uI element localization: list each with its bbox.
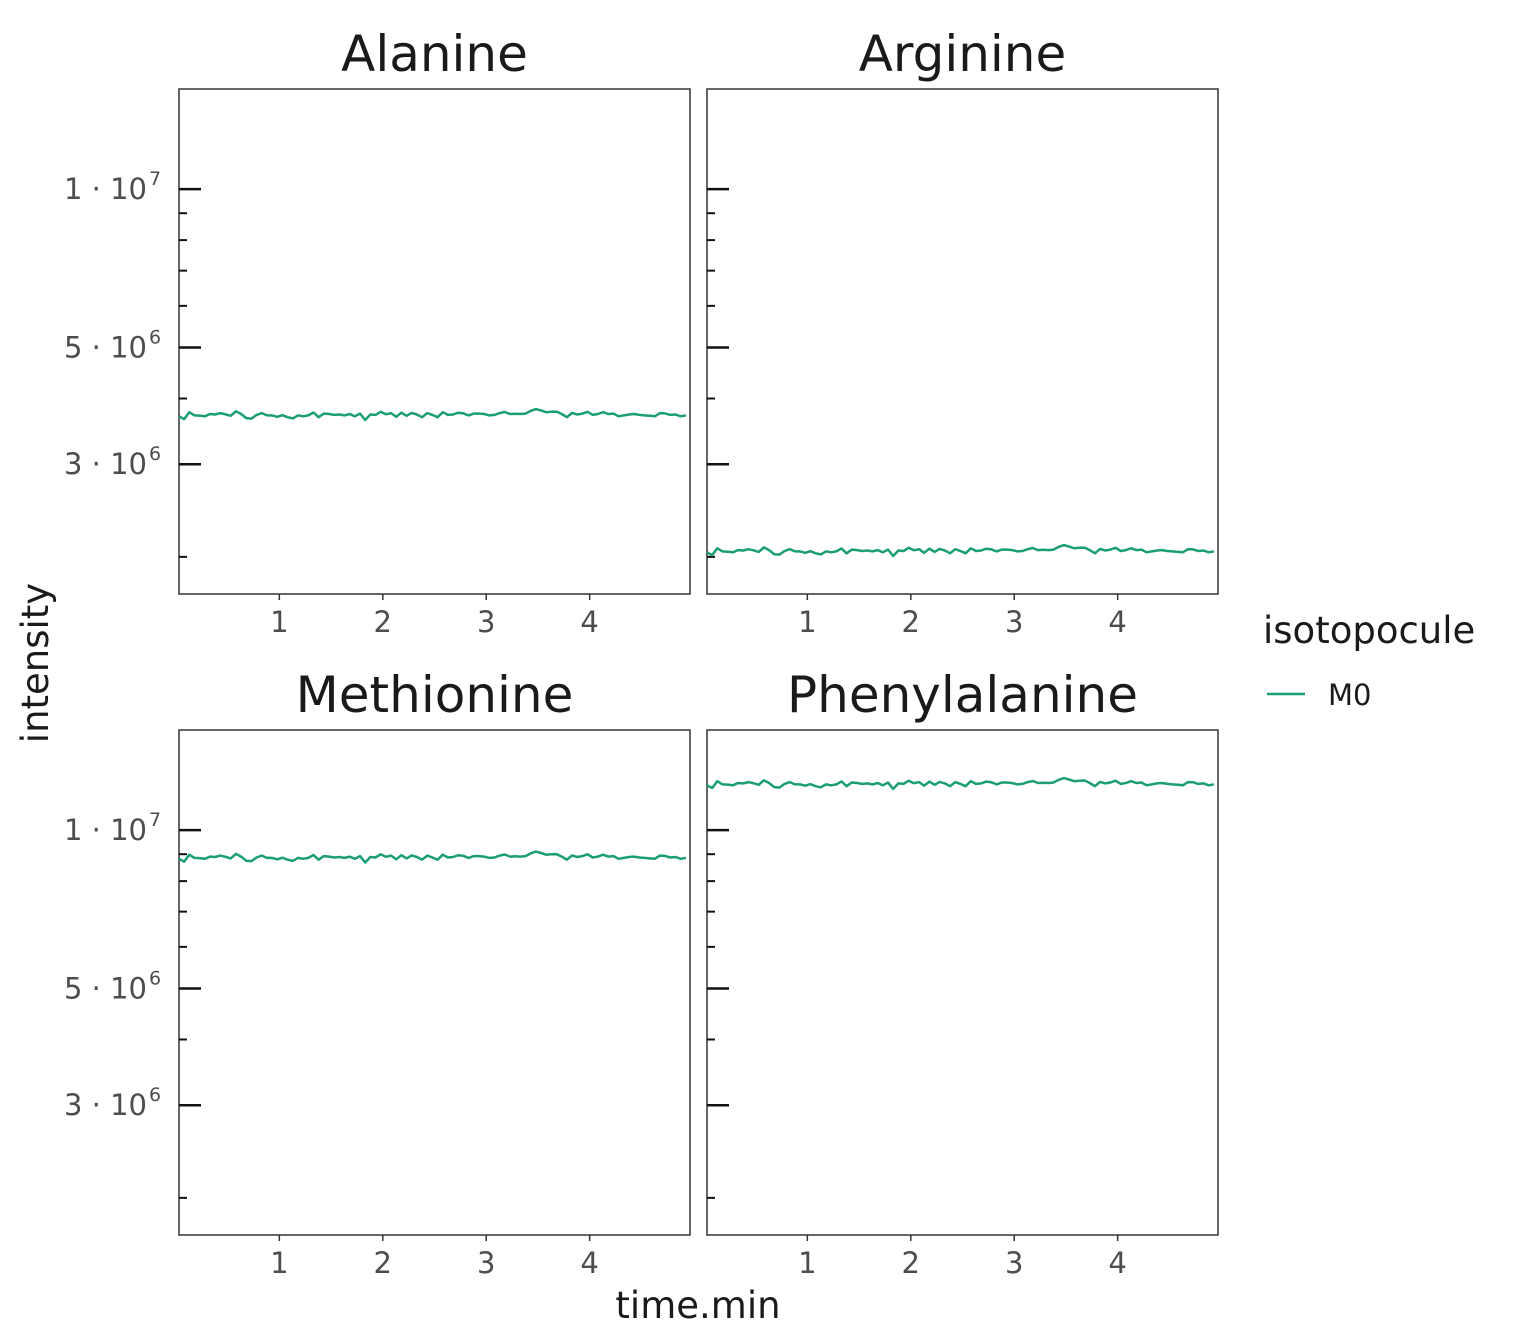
y-tick-exponent: 7 — [149, 168, 161, 190]
x-axis-title: time.min — [615, 1284, 780, 1327]
series-line-m0-arginine — [706, 543, 1215, 558]
x-tick-label: 2 — [374, 605, 392, 639]
y-tick-exponent: 6 — [149, 1084, 161, 1106]
panel-title-arginine: Arginine — [859, 25, 1067, 83]
legend: isotopocule M0 — [1263, 609, 1475, 712]
x-tick-label: 1 — [270, 1246, 288, 1280]
y-tick-label: 5 · 10 — [64, 972, 147, 1006]
panel-border-methionine — [178, 729, 691, 1236]
legend-title: isotopocule — [1263, 609, 1475, 652]
series-line-m0-alanine — [178, 407, 687, 422]
x-tick-label: 1 — [798, 1246, 816, 1280]
y-tick-exponent: 6 — [149, 968, 161, 990]
x-tick-label: 3 — [477, 605, 495, 639]
x-tick-label: 3 — [1005, 1246, 1023, 1280]
x-tick-label: 4 — [580, 605, 598, 639]
x-tick-label: 4 — [580, 1246, 598, 1280]
y-tick-label: 5 · 10 — [64, 331, 147, 365]
y-tick-exponent: 6 — [149, 443, 161, 465]
series-line-m0-phenylalanine — [706, 776, 1215, 791]
x-tick-label: 2 — [902, 605, 920, 639]
y-tick-label: 1 · 10 — [64, 813, 147, 847]
panel-border-alanine — [178, 88, 691, 595]
y-axis-title: intensity — [14, 583, 57, 743]
x-tick-label: 1 — [270, 605, 288, 639]
x-tick-label: 3 — [1005, 605, 1023, 639]
series-line-m0-methionine — [178, 850, 687, 864]
panel-title-methionine: Methionine — [296, 666, 574, 724]
x-tick-label: 3 — [477, 1246, 495, 1280]
x-tick-label: 2 — [902, 1246, 920, 1280]
y-tick-exponent: 7 — [149, 809, 161, 831]
x-tick-label: 4 — [1108, 1246, 1126, 1280]
x-tick-label: 1 — [798, 605, 816, 639]
y-tick-label: 3 · 10 — [64, 1088, 147, 1122]
panel-arginine: Arginine 1 2 3 4 — [706, 25, 1219, 639]
panel-title-alanine: Alanine — [341, 25, 528, 83]
y-tick-exponent: 6 — [149, 327, 161, 349]
x-tick-label: 2 — [374, 1246, 392, 1280]
y-tick-label: 1 · 10 — [64, 172, 147, 206]
legend-label-m0: M0 — [1328, 678, 1371, 712]
panel-border-arginine — [706, 88, 1219, 595]
y-tick-label: 3 · 10 — [64, 447, 147, 481]
panel-border-phenylalanine — [706, 729, 1219, 1236]
x-tick-label: 4 — [1108, 605, 1126, 639]
panel-phenylalanine: Phenylalanine 1 2 3 4 — [706, 666, 1219, 1280]
panel-title-phenylalanine: Phenylalanine — [787, 666, 1138, 724]
